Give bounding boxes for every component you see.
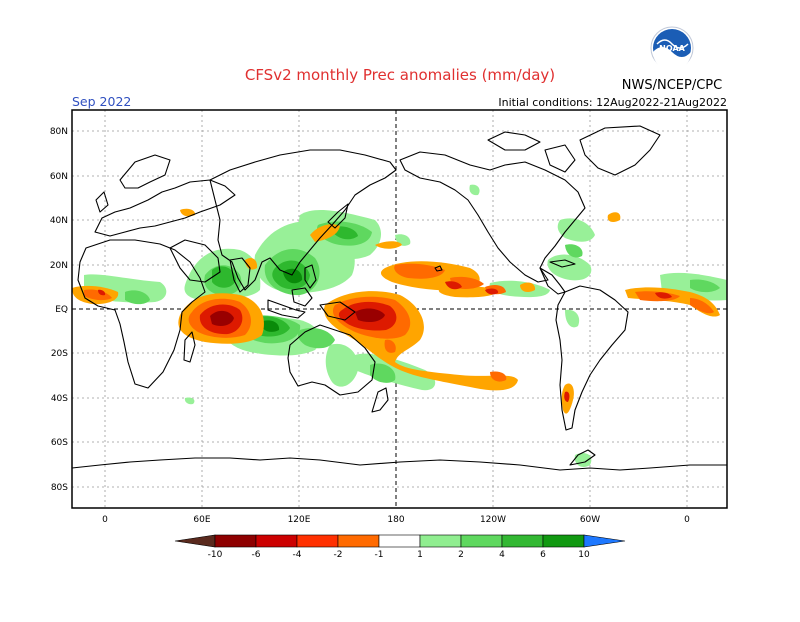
south-america-coast: [555, 285, 629, 431]
lon-label: 0: [102, 515, 108, 525]
wet-extreme-areas: [260, 268, 303, 332]
longitude-labels: 0 60E 120E 180 120W 60W 0: [102, 515, 690, 525]
colorbar-swatch-highest: [583, 534, 626, 548]
colorbar-label: 6: [540, 550, 546, 560]
map-frame: [71, 109, 728, 509]
lon-label: 0: [684, 515, 690, 525]
lon-label: 180: [387, 515, 404, 525]
colorbar-label: -1: [375, 550, 384, 560]
dry-extreme-areas: [210, 308, 385, 326]
coastlines: [72, 125, 727, 471]
colorbar-swatch: [214, 534, 257, 548]
precipitation-anomaly-field: [72, 184, 727, 467]
greenland-coast: [579, 125, 661, 176]
colorbar-swatch: [542, 534, 585, 548]
colorbar-label: 1: [417, 550, 423, 560]
colorbar-swatch: [501, 534, 544, 548]
lat-label: 80S: [51, 483, 68, 493]
lat-label: EQ: [55, 305, 68, 315]
philippines-coast: [304, 264, 317, 289]
colorbar-swatch: [255, 534, 298, 548]
africa-coast: [77, 239, 206, 389]
cuba-coast: [549, 259, 576, 268]
colorbar-swatch: [296, 534, 339, 548]
borneo-coast: [291, 287, 313, 307]
lat-label: 60S: [51, 438, 68, 448]
indonesia-coast: [267, 299, 306, 319]
lat-label: 40N: [50, 216, 68, 226]
lon-label: 60E: [193, 515, 210, 525]
lon-label: 60W: [580, 515, 600, 525]
colorbar-swatch: [337, 534, 380, 548]
lat-label: 60N: [50, 172, 68, 182]
new-guinea-coast: [319, 301, 356, 321]
initial-conditions: Initial conditions: 12Aug2022-21Aug2022: [498, 96, 727, 109]
new-zealand-coast: [371, 387, 389, 413]
colorbar-label: 2: [458, 550, 464, 560]
agency-label: NWS/NCEP/CPC: [622, 78, 722, 93]
noaa-logo-icon: NOAA: [650, 26, 694, 71]
arabia-coast: [169, 239, 221, 283]
colorbar-swatch: [378, 534, 421, 548]
scandinavia-coast: [119, 154, 171, 189]
colorbar-swatch-lowest: [174, 534, 216, 548]
lon-label: 120E: [288, 515, 311, 525]
australia-coast: [287, 324, 376, 396]
colorbar-label: -4: [293, 550, 302, 560]
north-america-coast: [399, 151, 586, 283]
lat-label: 80N: [50, 127, 68, 137]
madagascar-coast: [183, 331, 196, 363]
forecast-month: Sep 2022: [72, 94, 131, 109]
noaa-logo-text: NOAA: [659, 44, 685, 53]
colorbar: -10 -6 -4 -2 -1 1 2 4 6 10: [174, 534, 626, 560]
map-title: CFSv2 monthly Prec anomalies (mm/day): [245, 66, 555, 84]
lat-label: 20S: [51, 349, 68, 359]
colorbar-label: 4: [499, 550, 505, 560]
europe-coast: [94, 179, 236, 237]
antarctic-peninsula-coast: [569, 449, 596, 466]
japan-coast: [327, 203, 349, 229]
colorbar-label: -2: [334, 550, 343, 560]
latitude-labels: 80N 60N 40N 20N EQ 20S 40S 60S 80S: [50, 127, 68, 493]
antarctica-coast: [72, 457, 727, 471]
lat-label: 20N: [50, 261, 68, 271]
colorbar-label: 10: [578, 550, 590, 560]
uk-coast: [95, 191, 109, 213]
baffin-coast: [544, 144, 576, 173]
colorbar-label: -6: [252, 550, 261, 560]
lat-label: 40S: [51, 394, 68, 404]
colorbar-label: -10: [208, 550, 223, 560]
colorbar-swatch: [419, 534, 462, 548]
colorbar-swatch: [460, 534, 503, 548]
arctic-islands-coast: [487, 131, 541, 151]
lon-label: 120W: [480, 515, 506, 525]
india-coast: [229, 257, 251, 293]
